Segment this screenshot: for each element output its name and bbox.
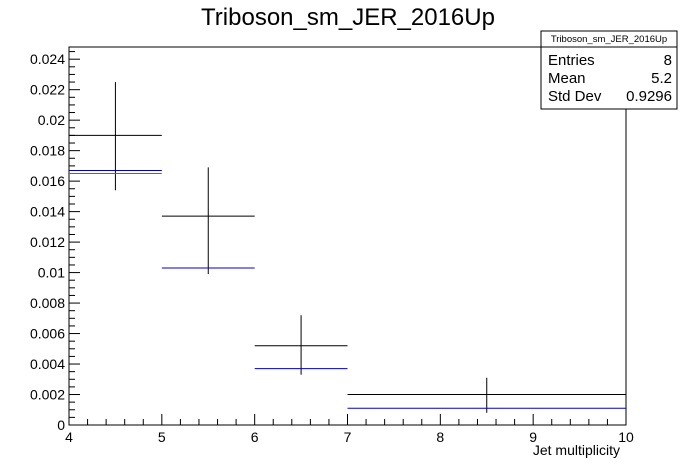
x-axis-label: Jet multiplicity — [533, 442, 620, 458]
x-tick-label: 6 — [251, 429, 259, 445]
y-tick-label: 0.01 — [38, 265, 65, 281]
stats-box-frame — [540, 30, 678, 110]
stats-row-value: 8 — [664, 52, 672, 69]
y-tick-label: 0.024 — [30, 51, 65, 67]
series-layer — [69, 82, 626, 413]
x-tick-label: 4 — [65, 429, 73, 445]
y-tick-label: 0.004 — [30, 356, 65, 372]
y-tick-label: 0.006 — [30, 326, 65, 342]
y-tick-label: 0.02 — [38, 112, 65, 128]
y-tick-label: 0.012 — [30, 234, 65, 250]
y-tick-label: 0.008 — [30, 295, 65, 311]
y-tick-label: 0.022 — [30, 82, 65, 98]
chart-title: Triboson_sm_JER_2016Up — [201, 4, 495, 31]
x-tick-label: 9 — [529, 429, 537, 445]
stats-row-value: 5.2 — [651, 70, 672, 87]
y-tick-label: 0.016 — [30, 173, 65, 189]
x-axis: 4 5 6 7 8 9 10 — [65, 414, 634, 445]
stats-row-label: Entries — [548, 52, 595, 69]
stats-row-label: Mean — [548, 70, 586, 87]
x-tick-label: 8 — [436, 429, 444, 445]
x-tick-label: 5 — [158, 429, 166, 445]
y-tick-label: 0 — [57, 417, 65, 433]
stats-rows: Entries 8 Mean 5.2 Std Dev 0.9296 — [548, 52, 672, 105]
x-tick-label: 10 — [618, 429, 634, 445]
y-tick-label: 0.014 — [30, 204, 65, 220]
stats-row-value: 0.9296 — [626, 88, 672, 105]
y-tick-label: 0.018 — [30, 143, 65, 159]
stats-row-label: Std Dev — [548, 88, 602, 105]
stats-box-title: Triboson_sm_JER_2016Up — [551, 34, 667, 45]
x-tick-label: 7 — [344, 429, 352, 445]
stats-box: Triboson_sm_JER_2016Up Entries 8 Mean 5.2 St… — [540, 30, 678, 110]
y-tick-label: 0.002 — [30, 387, 65, 403]
y-axis: 0 0.002 0.004 0.006 0.008 0.01 0.012 0.014 0.016… — [30, 51, 80, 433]
